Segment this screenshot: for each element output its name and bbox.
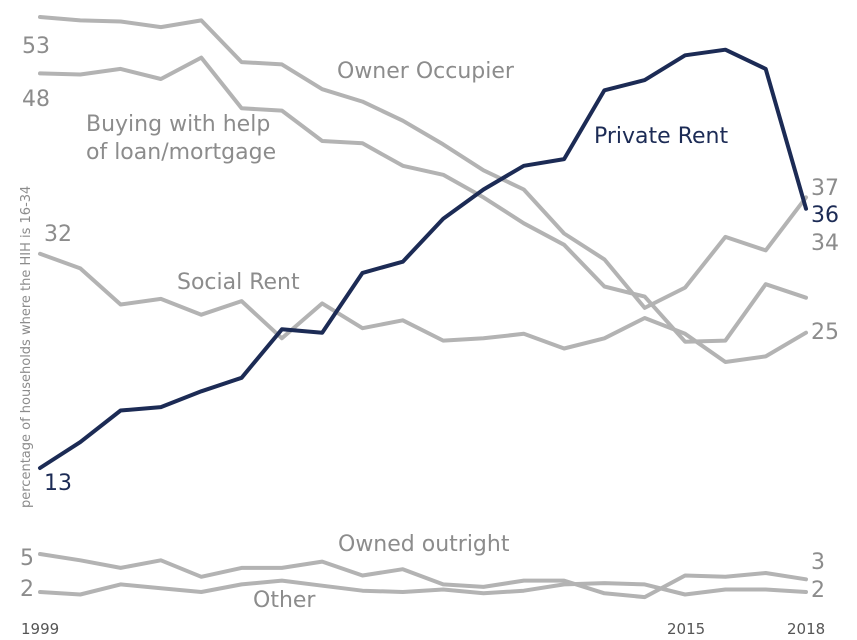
series-label-owned-outright: Owned outright bbox=[338, 532, 510, 557]
end-label-private-rent: 36 bbox=[811, 203, 839, 228]
series-label-social-rent: Social Rent bbox=[177, 270, 300, 295]
start-label-owner-occupier: 53 bbox=[22, 34, 50, 59]
start-label-owned-outright: 5 bbox=[20, 546, 34, 571]
series-line-social-rent bbox=[38, 251, 808, 364]
end-label-owned-outright: 3 bbox=[811, 550, 825, 575]
series-line-other bbox=[38, 578, 808, 597]
x-tick-label-1999: 1999 bbox=[21, 620, 59, 638]
series-label-buying-with-help: Buying with help of loan/mortgage bbox=[86, 112, 276, 165]
end-label-other: 2 bbox=[811, 578, 825, 603]
series-label-other: Other bbox=[253, 588, 316, 613]
start-label-private-rent: 13 bbox=[44, 471, 72, 496]
series-line-owner-occupier bbox=[38, 15, 808, 310]
series-line-buying-with-help-of-loan-mortgage bbox=[38, 55, 808, 344]
series-label-private-rent: Private Rent bbox=[594, 124, 728, 149]
x-tick-label-2015: 2015 bbox=[667, 620, 705, 638]
start-label-social-rent: 32 bbox=[44, 222, 72, 247]
end-label-social-rent: 25 bbox=[811, 320, 839, 345]
start-label-other: 2 bbox=[20, 577, 34, 602]
x-tick-label-2018: 2018 bbox=[787, 620, 825, 638]
series-label-owner-occupier: Owner Occupier bbox=[337, 59, 515, 84]
series-line-owned-outright bbox=[38, 552, 808, 600]
end-label-buying-with-help: 34 bbox=[811, 231, 839, 256]
y-axis-label: percentage of households where the HIH i… bbox=[19, 186, 34, 508]
series-lines bbox=[38, 15, 808, 600]
end-label-owner-occupier: 37 bbox=[811, 176, 839, 201]
start-label-buying-with-help: 48 bbox=[22, 87, 50, 112]
series-line-private-rent bbox=[38, 47, 808, 470]
